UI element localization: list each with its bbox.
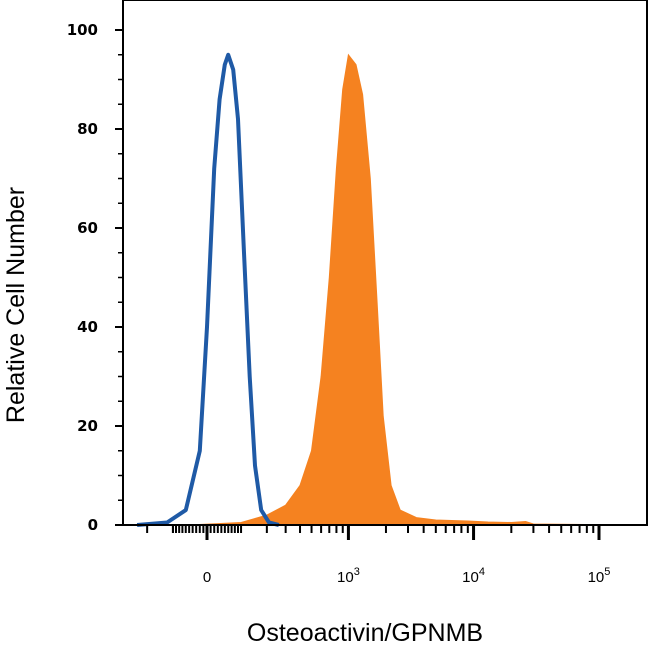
y-tick-label: 40 (77, 318, 98, 336)
plot-series (136, 52, 637, 527)
y-tick-label: 100 (67, 21, 98, 39)
y-tick-label: 20 (77, 417, 98, 435)
y-axis-ticks: 0 20 40 60 80 100 (67, 21, 123, 534)
x-tick-label: 103 (337, 566, 360, 586)
y-tick-label: 0 (88, 516, 98, 534)
x-tick-label: 104 (462, 566, 485, 586)
y-tick-label: 60 (77, 219, 98, 237)
series-1-area (137, 53, 637, 526)
x-tick-label: 0 (203, 569, 211, 586)
y-axis-title: Relative Cell Number (2, 187, 30, 423)
series-0-line (136, 52, 280, 527)
y-tick-label: 80 (77, 120, 98, 138)
x-axis-ticks: 0 103 104 105 (146, 525, 611, 586)
x-tick-label: 105 (588, 566, 611, 586)
x-axis-title: Osteoactivin/GPNMB (247, 619, 483, 647)
